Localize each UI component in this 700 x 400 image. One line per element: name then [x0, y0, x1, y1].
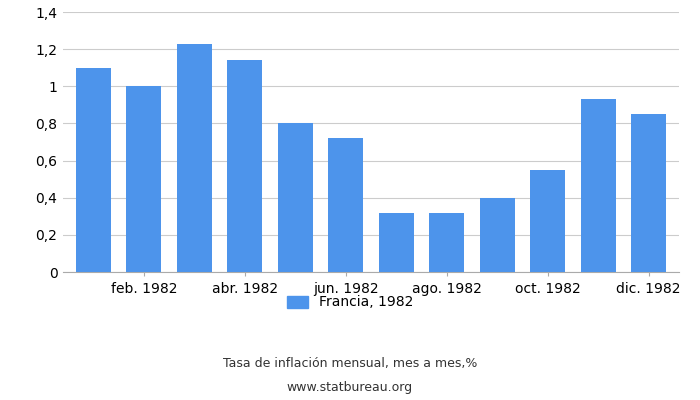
Bar [429, 212, 464, 272]
Bar [176, 44, 212, 272]
Bar [379, 212, 414, 272]
Text: www.statbureau.org: www.statbureau.org [287, 382, 413, 394]
Text: Tasa de inflación mensual, mes a mes,%: Tasa de inflación mensual, mes a mes,% [223, 358, 477, 370]
Bar [631, 114, 666, 272]
Legend: Francia, 1982: Francia, 1982 [281, 290, 419, 315]
Bar [76, 68, 111, 272]
Bar [480, 198, 515, 272]
Bar [126, 86, 162, 272]
Bar [278, 124, 313, 272]
Bar [580, 99, 616, 272]
Bar [227, 60, 262, 272]
Bar [328, 138, 363, 272]
Bar [530, 170, 566, 272]
